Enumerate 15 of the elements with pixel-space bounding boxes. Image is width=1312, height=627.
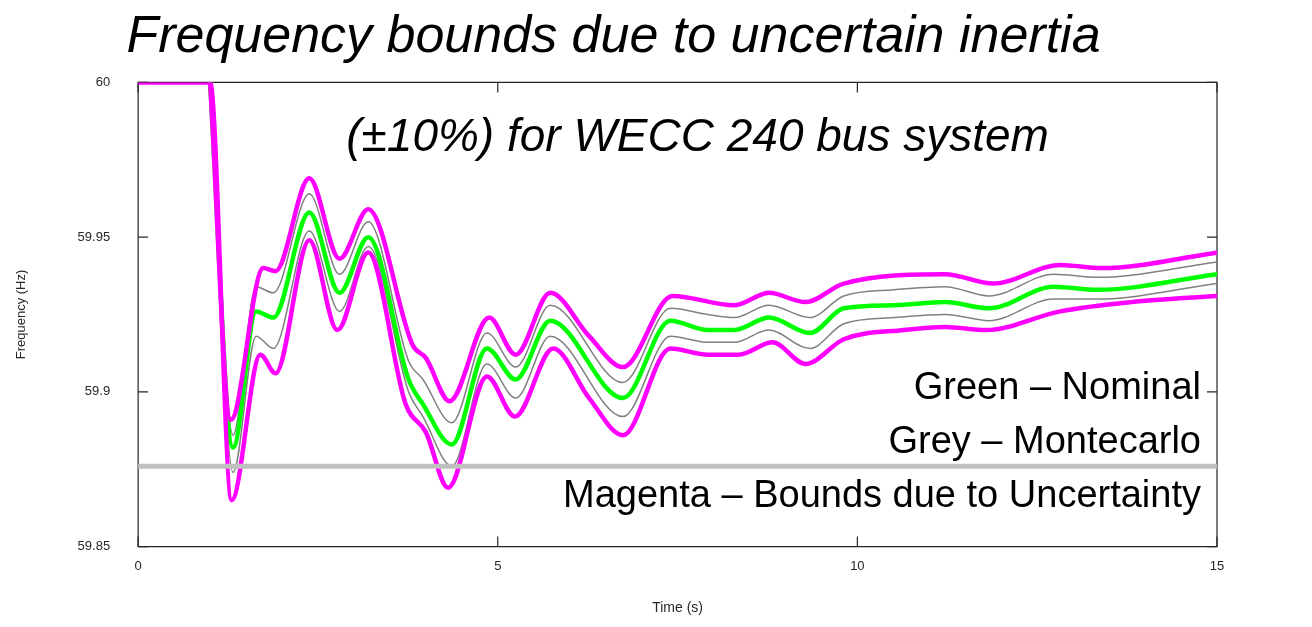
annotation: Green – Nominal	[913, 365, 1201, 408]
x-tick-label: 0	[134, 557, 142, 573]
y-tick-label: 60	[95, 73, 111, 89]
text: (±10%) for WECC 240 bus system	[346, 109, 1049, 162]
y-tick-label: 59.85	[77, 538, 111, 554]
x-tick-label: 5	[494, 557, 502, 573]
chart-title: Frequency bounds due to uncertain inertia	[126, 4, 1101, 63]
y-tick-label: 59.95	[77, 228, 111, 244]
y-axis-title: Frequency (Hz)	[13, 269, 29, 360]
y-tick-label: 59.9	[84, 383, 111, 399]
x-tick-label: 10	[850, 557, 865, 573]
annotation: Grey – Montecarlo	[888, 419, 1201, 462]
annotation: Magenta – Bounds due to Uncertainty	[563, 473, 1201, 516]
x-tick-label: 15	[1209, 557, 1225, 573]
x-axis-title: Time (s)	[652, 599, 703, 616]
